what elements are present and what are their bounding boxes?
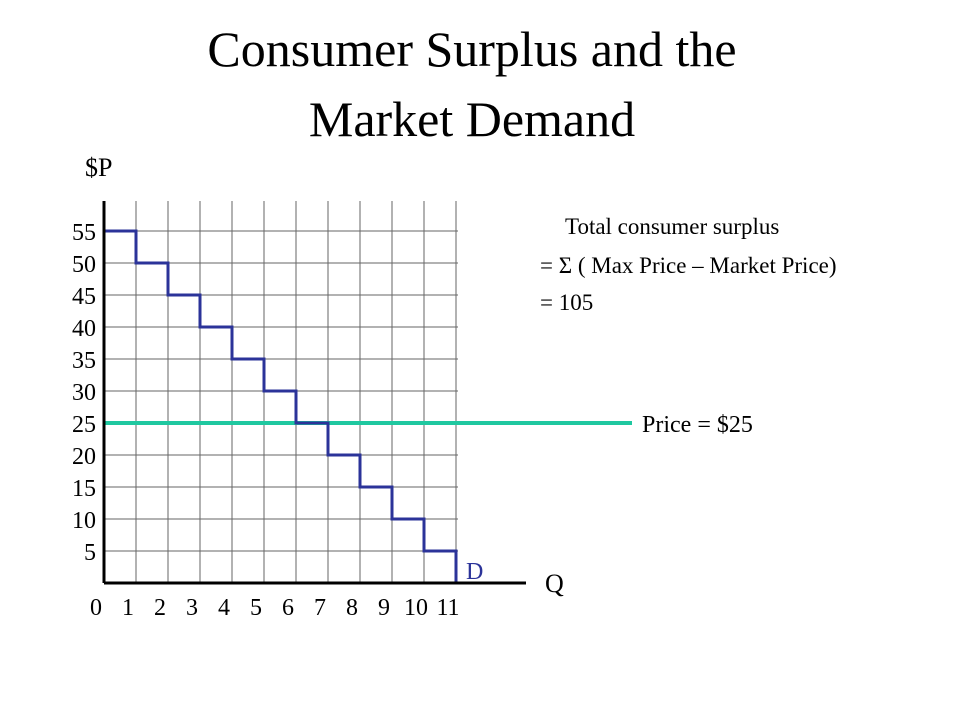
axes: [102, 201, 526, 585]
note-line-3: = 105: [540, 290, 593, 315]
x-tick-label: 8: [346, 595, 358, 621]
y-tick-label: 10: [72, 508, 96, 534]
title-line-2: Market Demand: [309, 91, 635, 147]
x-tick-label: 6: [282, 595, 294, 621]
x-tick-label: 3: [186, 595, 198, 621]
x-tick-label: 9: [378, 595, 390, 621]
price-line-label: Price = $25: [642, 412, 753, 438]
y-tick-label: 15: [72, 476, 96, 502]
note-line-1: Total consumer surplus: [565, 214, 779, 239]
y-axis-label: $P: [85, 153, 112, 182]
title-line-1: Consumer Surplus and the: [207, 21, 736, 77]
x-tick-label: 11: [436, 595, 459, 621]
y-tick-label: 55: [72, 220, 96, 246]
x-tick-label: 5: [250, 595, 262, 621]
y-tick-label: 5: [84, 540, 96, 566]
x-tick-label: 7: [314, 595, 326, 621]
x-tick-label: 2: [154, 595, 166, 621]
x-tick-label: 0: [90, 595, 102, 621]
y-tick-label: 40: [72, 316, 96, 342]
y-tick-label: 45: [72, 284, 96, 310]
x-tick-label: 4: [218, 595, 230, 621]
y-tick-label: 30: [72, 380, 96, 406]
x-tick-label: 10: [404, 595, 428, 621]
demand-curve: [102, 229, 458, 585]
y-tick-label: 20: [72, 444, 96, 470]
demand-label: D: [466, 559, 483, 585]
y-tick-label: 35: [72, 348, 96, 374]
note-line-2: = Σ ( Max Price – Market Price): [540, 253, 837, 278]
y-tick-label: 50: [72, 252, 96, 278]
x-tick-label: 1: [122, 595, 134, 621]
y-tick-label: 25: [72, 412, 96, 438]
x-axis-label: Q: [545, 569, 564, 598]
